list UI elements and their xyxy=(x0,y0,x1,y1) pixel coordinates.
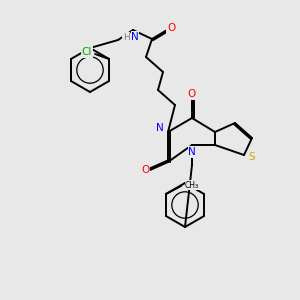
Text: Cl: Cl xyxy=(82,47,92,57)
Text: N: N xyxy=(156,123,164,133)
Text: S: S xyxy=(249,152,255,162)
Text: H: H xyxy=(123,32,129,41)
Text: N: N xyxy=(188,147,196,157)
Text: CH₃: CH₃ xyxy=(185,181,199,190)
Text: O: O xyxy=(188,89,196,99)
Text: N: N xyxy=(131,32,139,42)
Text: O: O xyxy=(141,165,149,175)
Text: O: O xyxy=(167,23,175,33)
